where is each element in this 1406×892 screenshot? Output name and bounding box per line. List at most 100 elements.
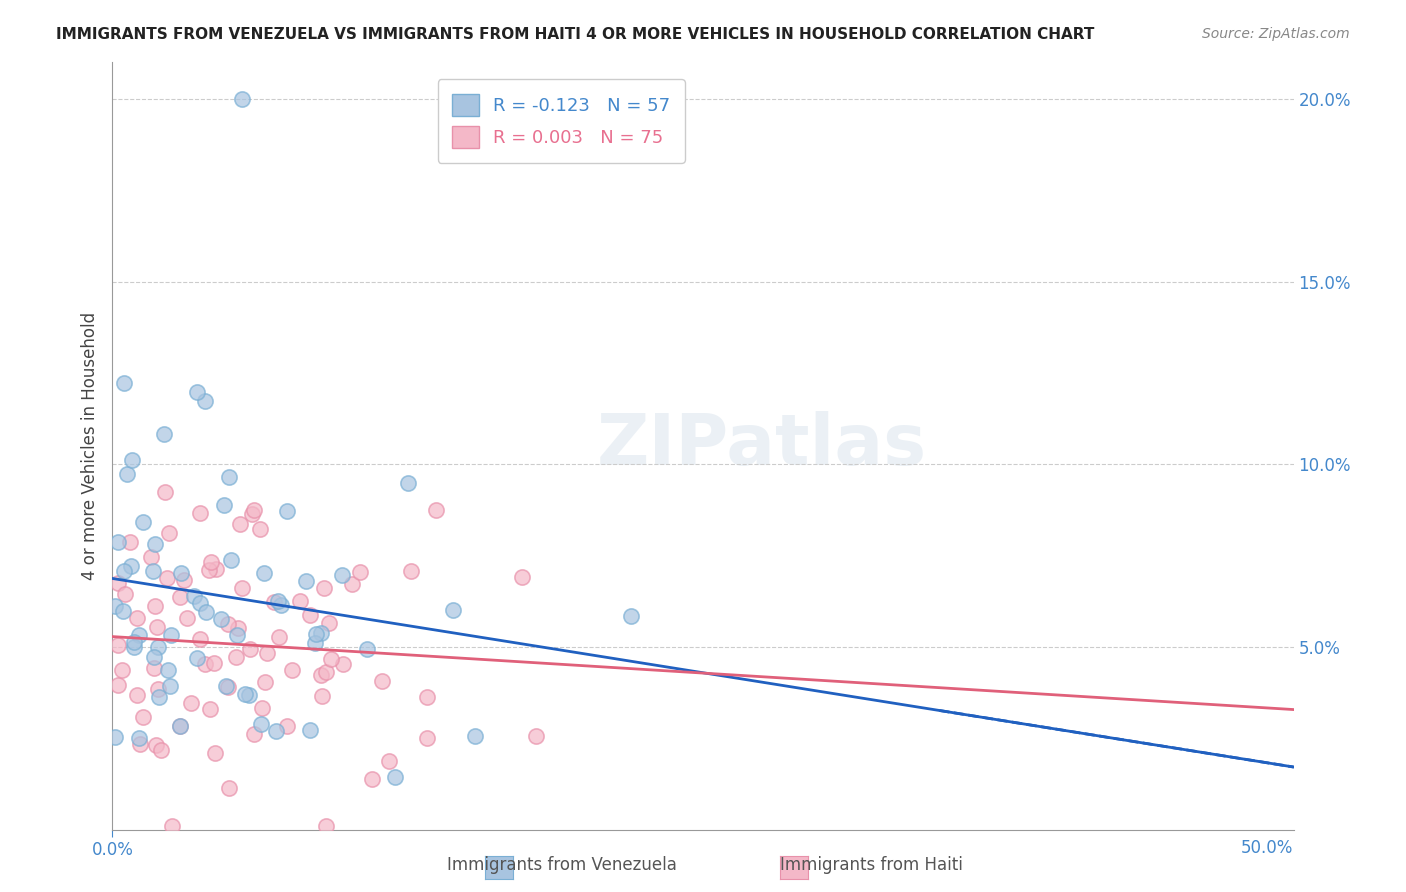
Point (127, 689, 149, 703)
Point (443, 603, 465, 617)
Point (264, 723, 287, 738)
Point (309, 626, 332, 640)
Point (202, 656, 225, 670)
Point (173, 574, 195, 588)
Point (311, 689, 333, 703)
Point (159, 679, 181, 693)
Point (121, 453, 143, 467)
Point (125, 610, 148, 624)
Point (107, 638, 129, 652)
Point (356, 641, 378, 656)
Text: Immigrants from Haiti: Immigrants from Haiti (780, 856, 963, 874)
Point (360, 772, 382, 787)
Point (132, 710, 155, 724)
Point (416, 690, 439, 704)
Point (218, 469, 240, 483)
Point (107, 576, 129, 591)
Point (239, 641, 262, 656)
Point (225, 650, 247, 665)
Point (107, 534, 129, 549)
Point (299, 723, 322, 737)
Point (319, 652, 342, 666)
Point (215, 679, 238, 693)
Legend: R = -0.123   N = 57, R = 0.003   N = 75: R = -0.123 N = 57, R = 0.003 N = 75 (437, 79, 685, 163)
Point (370, 674, 392, 689)
Point (124, 640, 146, 655)
Point (416, 731, 439, 745)
Point (249, 717, 271, 731)
Point (330, 568, 353, 582)
Point (186, 650, 208, 665)
Point (233, 687, 256, 701)
Point (217, 617, 239, 632)
Point (218, 780, 240, 795)
Point (401, 564, 423, 578)
Point (115, 467, 138, 481)
Point (249, 522, 271, 536)
Point (143, 537, 166, 551)
Point (128, 628, 150, 642)
Point (315, 819, 337, 833)
Point (267, 594, 290, 608)
Point (198, 702, 221, 716)
Point (269, 631, 291, 645)
Point (243, 503, 266, 517)
Point (169, 719, 191, 733)
Point (160, 627, 183, 641)
Text: 50.0%: 50.0% (1241, 838, 1294, 856)
Point (209, 611, 232, 625)
Point (197, 564, 219, 578)
Point (111, 664, 134, 678)
Point (114, 587, 136, 601)
Point (186, 384, 208, 399)
Point (194, 393, 217, 408)
Point (252, 566, 274, 580)
Point (142, 564, 165, 578)
Point (396, 476, 419, 491)
Point (281, 663, 304, 677)
Point (294, 574, 316, 589)
Point (276, 503, 298, 517)
Point (170, 566, 193, 580)
Point (312, 581, 335, 595)
Point (188, 596, 211, 610)
Text: ZIPatlas: ZIPatlas (598, 411, 927, 481)
Point (384, 770, 406, 784)
Point (290, 594, 312, 608)
Point (425, 502, 447, 516)
Point (162, 819, 184, 833)
Point (225, 628, 247, 642)
Point (318, 616, 340, 631)
Point (122, 635, 145, 649)
Point (253, 675, 276, 690)
Point (183, 589, 205, 603)
Point (146, 640, 169, 654)
Point (270, 599, 292, 613)
Point (156, 663, 179, 677)
Point (377, 754, 399, 768)
Point (148, 690, 170, 705)
Point (298, 608, 321, 623)
Point (263, 595, 285, 609)
Point (231, 581, 253, 595)
Point (142, 650, 165, 665)
Point (112, 376, 135, 390)
Point (112, 604, 135, 618)
Point (169, 719, 191, 733)
Point (231, 92, 253, 106)
Point (256, 646, 278, 660)
Point (153, 485, 176, 500)
Point (205, 562, 228, 576)
Point (120, 559, 142, 574)
Point (143, 599, 166, 614)
Point (176, 610, 198, 624)
Point (243, 726, 266, 740)
Point (120, 535, 142, 549)
Point (332, 657, 354, 672)
Point (219, 553, 242, 567)
Point (129, 737, 152, 751)
Point (512, 570, 534, 584)
Point (194, 657, 217, 671)
Point (342, 576, 364, 591)
Point (157, 525, 180, 540)
